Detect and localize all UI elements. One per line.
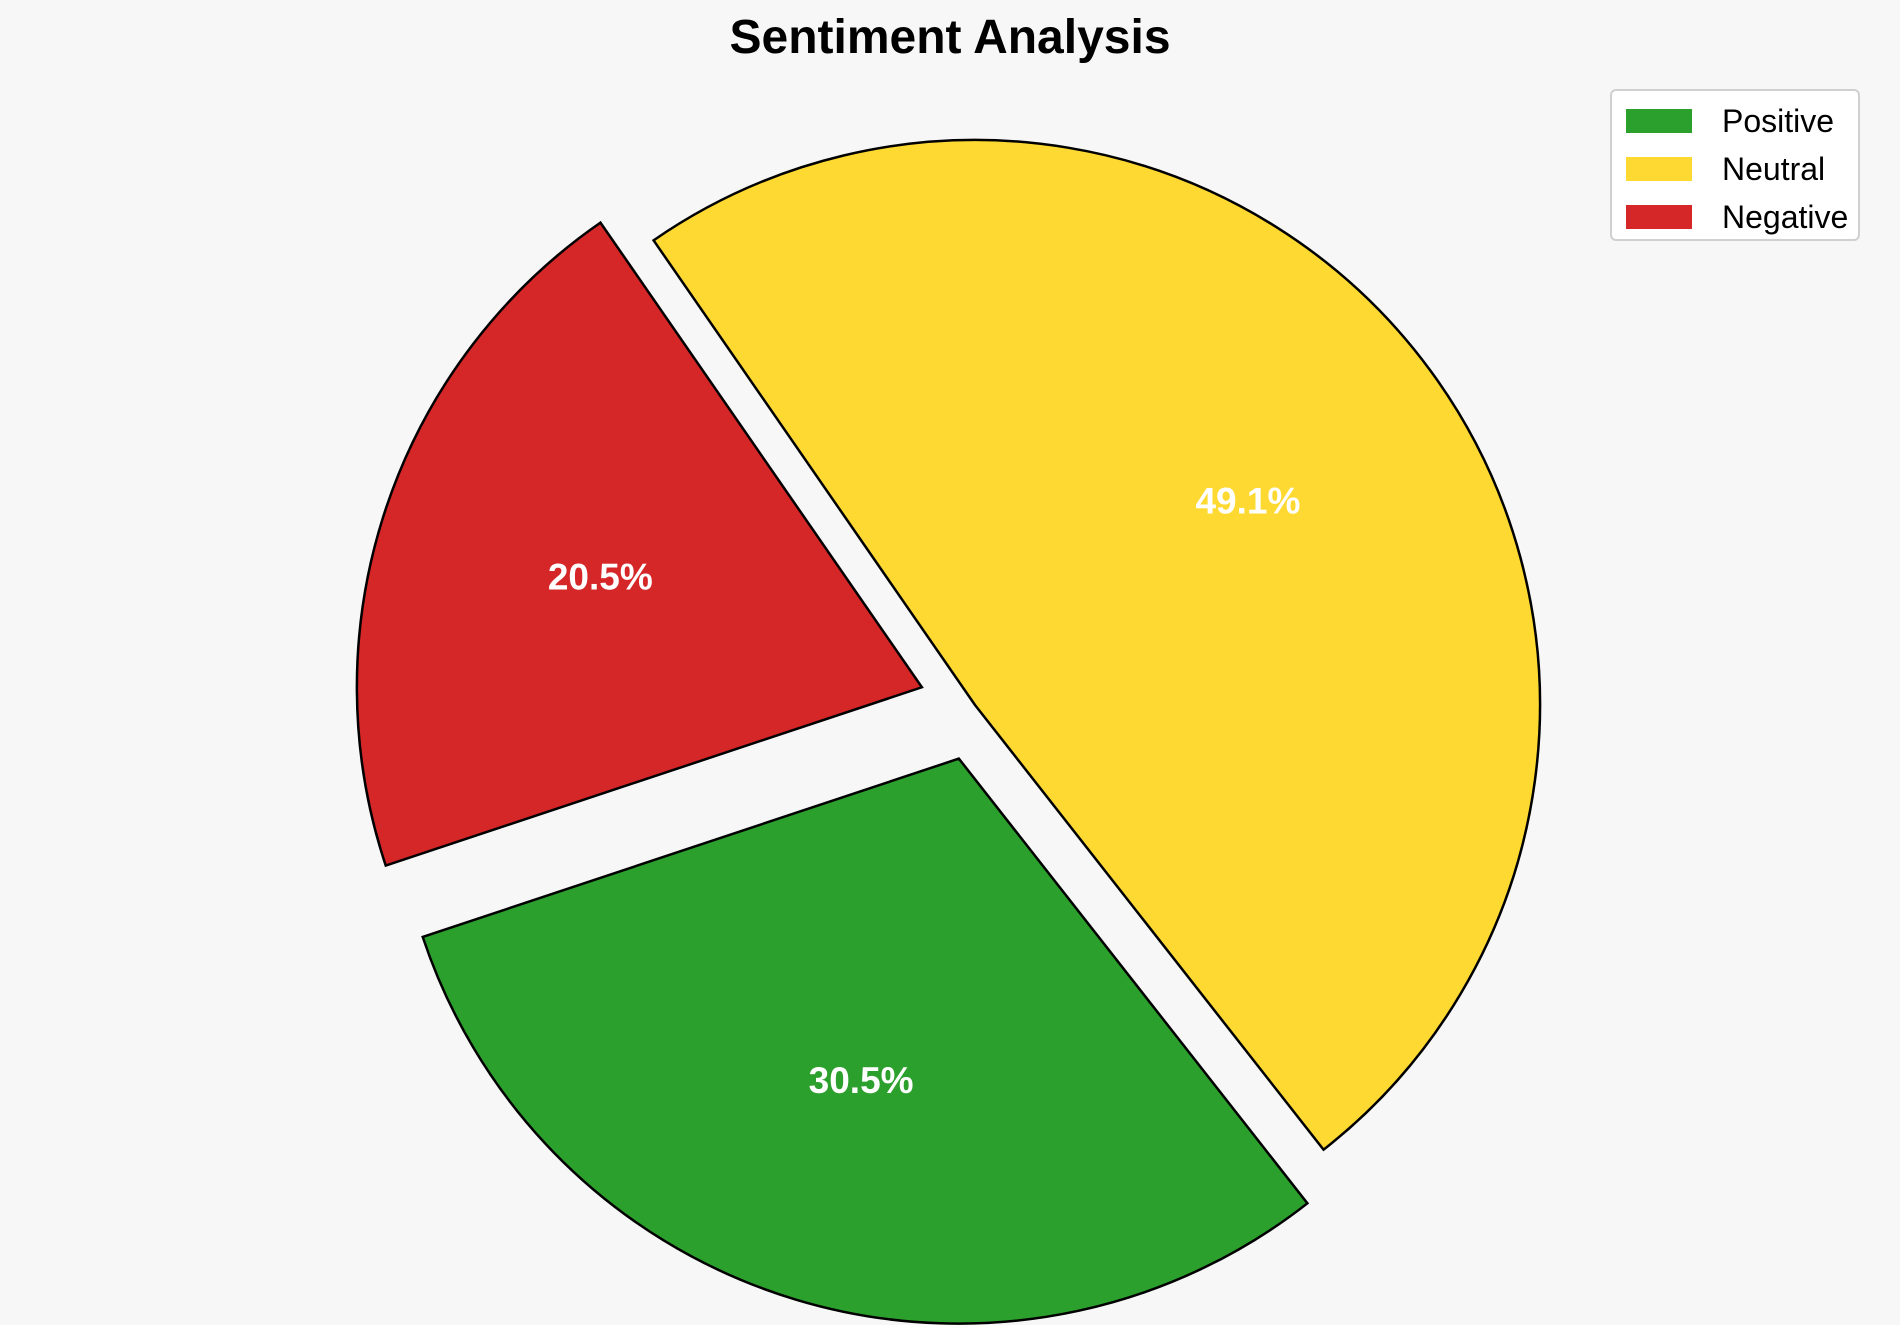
legend-item-negative: Negative (1626, 193, 1858, 241)
legend-label-positive: Positive (1722, 102, 1835, 139)
legend-label-negative: Negative (1722, 198, 1849, 235)
legend-label-neutral: Neutral (1722, 150, 1826, 187)
legend-swatch-positive (1626, 109, 1692, 133)
legend: Positive Neutral Negative (1610, 89, 1860, 241)
pie-slice-positive (421, 757, 1310, 1325)
pie-slice-neutral (651, 138, 1542, 1152)
legend-swatch-negative (1626, 205, 1692, 229)
pie-slice-negative (355, 220, 924, 868)
pie-label-positive: 30.5% (809, 1060, 914, 1101)
legend-item-positive: Positive (1626, 97, 1858, 145)
chart-title: Sentiment Analysis (729, 11, 1171, 64)
legend-item-neutral: Neutral (1626, 145, 1858, 193)
pie-label-neutral: 49.1% (1195, 481, 1300, 522)
pie-label-negative: 20.5% (548, 557, 653, 598)
legend-swatch-neutral (1626, 157, 1692, 181)
